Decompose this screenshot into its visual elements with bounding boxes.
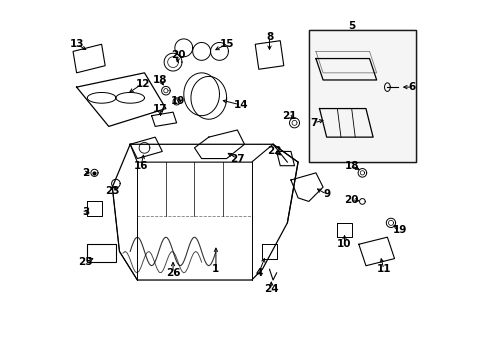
Text: 6: 6 (408, 82, 415, 92)
Text: 19: 19 (392, 225, 406, 235)
Text: 20: 20 (344, 195, 358, 204)
Text: 24: 24 (264, 284, 278, 294)
Text: 1: 1 (212, 264, 219, 274)
Text: 21: 21 (281, 111, 296, 121)
Text: 14: 14 (233, 100, 248, 110)
Text: 4: 4 (255, 268, 262, 278)
Text: 8: 8 (265, 32, 273, 42)
Text: 22: 22 (267, 147, 282, 157)
Text: 18: 18 (153, 75, 167, 85)
Text: 3: 3 (82, 207, 89, 217)
Text: 16: 16 (133, 161, 148, 171)
Text: 15: 15 (219, 39, 233, 49)
Text: 23: 23 (105, 186, 120, 196)
Text: 17: 17 (153, 104, 167, 113)
Text: 18: 18 (344, 161, 358, 171)
Text: 26: 26 (165, 268, 180, 278)
Text: 2: 2 (82, 168, 89, 178)
Text: 13: 13 (69, 39, 83, 49)
Text: 25: 25 (78, 257, 93, 267)
Bar (308, 30, 415, 162)
Text: 9: 9 (323, 189, 329, 199)
Text: 27: 27 (229, 154, 244, 163)
Text: 10: 10 (337, 239, 351, 249)
Text: 7: 7 (310, 118, 317, 128)
Text: 5: 5 (347, 21, 355, 31)
Text: 12: 12 (135, 78, 150, 89)
Text: 19: 19 (171, 96, 185, 107)
Bar (87, 244, 116, 262)
Text: 20: 20 (171, 50, 185, 60)
Bar (308, 30, 415, 162)
Text: 11: 11 (376, 264, 390, 274)
